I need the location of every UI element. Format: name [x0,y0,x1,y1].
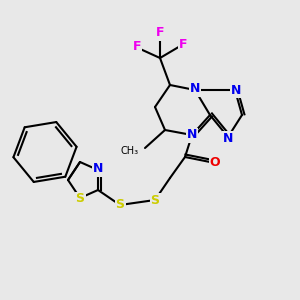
Text: O: O [210,155,220,169]
Text: N: N [190,82,200,95]
Text: N: N [231,83,241,97]
Text: S: S [151,194,160,206]
Text: S: S [116,199,124,212]
Text: N: N [223,131,233,145]
Text: F: F [179,38,187,50]
Text: N: N [187,128,197,142]
Text: F: F [156,26,164,40]
Text: S: S [76,193,85,206]
Text: F: F [133,40,141,53]
Text: CH₃: CH₃ [121,146,139,156]
Text: N: N [93,163,103,176]
